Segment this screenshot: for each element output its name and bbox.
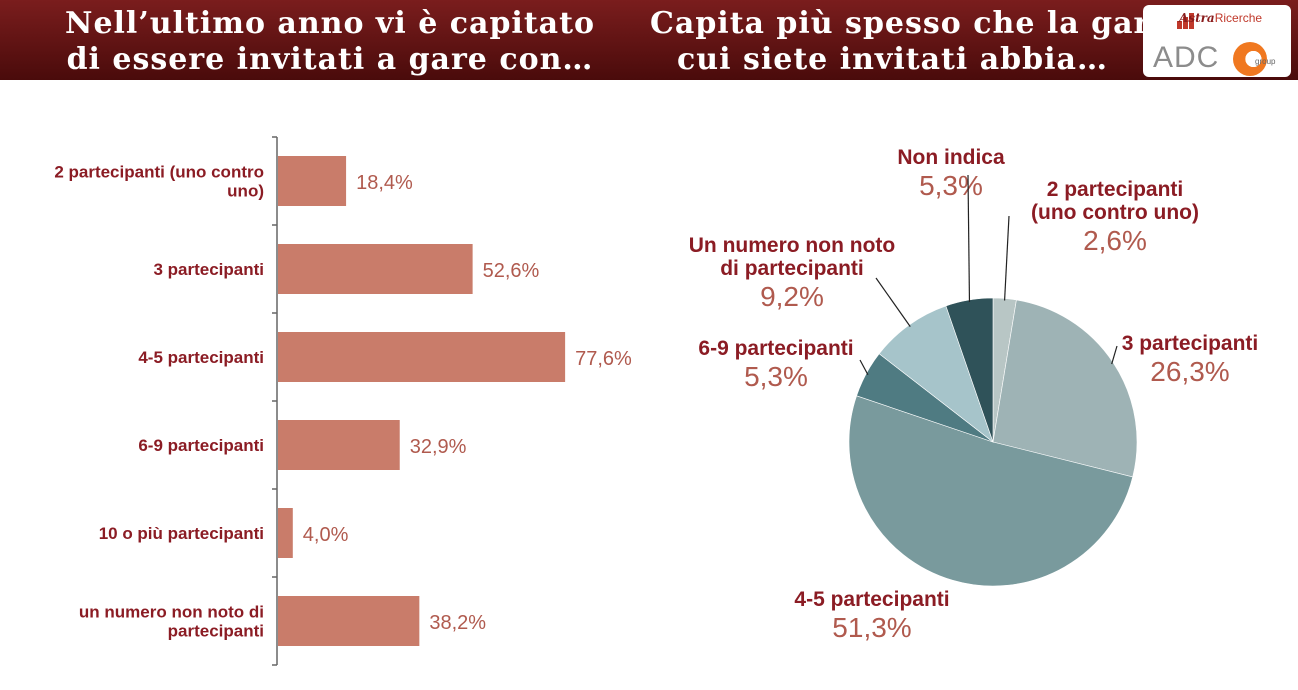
bar-category-label: 10 o più partecipanti	[99, 524, 264, 543]
logo-adc: ADC	[1153, 41, 1220, 74]
pie-category-label: 6-9 partecipanti	[698, 337, 853, 360]
bar-6	[278, 596, 420, 646]
pie-leader-line	[967, 174, 971, 302]
bar-2	[278, 244, 473, 294]
pie-leader-line	[1003, 215, 1010, 301]
bar-5	[278, 508, 293, 558]
pie-chart: 2 partecipanti(uno contro uno)2,6% 3 part…	[689, 146, 1259, 643]
logo-astra-text: AstraRicerche	[1179, 11, 1262, 25]
bar-value-label: 52,6%	[483, 260, 540, 282]
right-title: Capita più spesso che la gara a cui siet…	[650, 6, 1203, 78]
pie-value-label: 9,2%	[760, 281, 824, 312]
right-title-line1: Capita più spesso che la gara a	[650, 6, 1203, 41]
logo-astra: Astra	[1179, 11, 1215, 25]
pie-slice-2	[992, 299, 1138, 478]
logo-ricerche: Ricerche	[1214, 11, 1263, 25]
bar-category-label: 4-5 partecipanti	[138, 348, 264, 367]
bar-value-label: 38,2%	[429, 612, 486, 634]
bar-category-label: 3 partecipanti	[153, 260, 264, 279]
pie-category-label: 3 partecipanti	[1122, 332, 1259, 355]
pie-category-label: 4-5 partecipanti	[794, 588, 949, 611]
left-title-line1: Nell’ultimo anno vi è capitato	[65, 6, 595, 41]
pie-category-label: Un numero non noto	[689, 234, 895, 257]
pie-value-label: 2,6%	[1083, 225, 1147, 256]
logo-group: group	[1255, 57, 1276, 66]
pie-value-label: 5,3%	[744, 361, 808, 392]
bar-value-label: 32,9%	[410, 436, 467, 458]
pie-leader-line	[875, 277, 911, 327]
bar-value-label: 77,6%	[575, 348, 632, 370]
bar-1	[278, 156, 347, 206]
bar-3	[278, 332, 566, 382]
bar-value-label: 18,4%	[356, 172, 413, 194]
pie-category-label: (uno contro uno)	[1031, 201, 1199, 224]
bar-category-label: un numero non noto di	[79, 603, 264, 622]
pie-category-label: Non indica	[897, 146, 1005, 169]
bar-4	[278, 420, 400, 470]
header-banner: Nell’ultimo anno vi è capitato di essere…	[0, 0, 1298, 80]
company-logo: AstraRicerche ADC group	[1143, 5, 1291, 77]
logo-circle-icon	[1233, 42, 1267, 76]
pie-category-label: di partecipanti	[720, 257, 864, 280]
bar-category-label: uno)	[227, 182, 264, 201]
left-title: Nell’ultimo anno vi è capitato di essere…	[60, 6, 600, 78]
pie-value-label: 51,3%	[832, 612, 911, 643]
bar-value-label: 4,0%	[303, 524, 349, 546]
pie-value-label: 5,3%	[919, 170, 983, 201]
pie-category-label: 2 partecipanti	[1047, 178, 1184, 201]
left-title-line2: di essere invitati a gare con…	[66, 42, 594, 77]
right-title-line2: cui siete invitati abbia…	[677, 42, 1108, 77]
bar-category-label: partecipanti	[168, 622, 264, 641]
pie-leader-line	[859, 359, 869, 376]
pie-value-label: 26,3%	[1150, 356, 1229, 387]
bar-category-label: 6-9 partecipanti	[138, 436, 264, 455]
bar-category-label: 2 partecipanti (uno contro	[54, 163, 264, 182]
pie-leader-line	[1111, 345, 1118, 365]
pie-slice-3	[848, 395, 1134, 587]
